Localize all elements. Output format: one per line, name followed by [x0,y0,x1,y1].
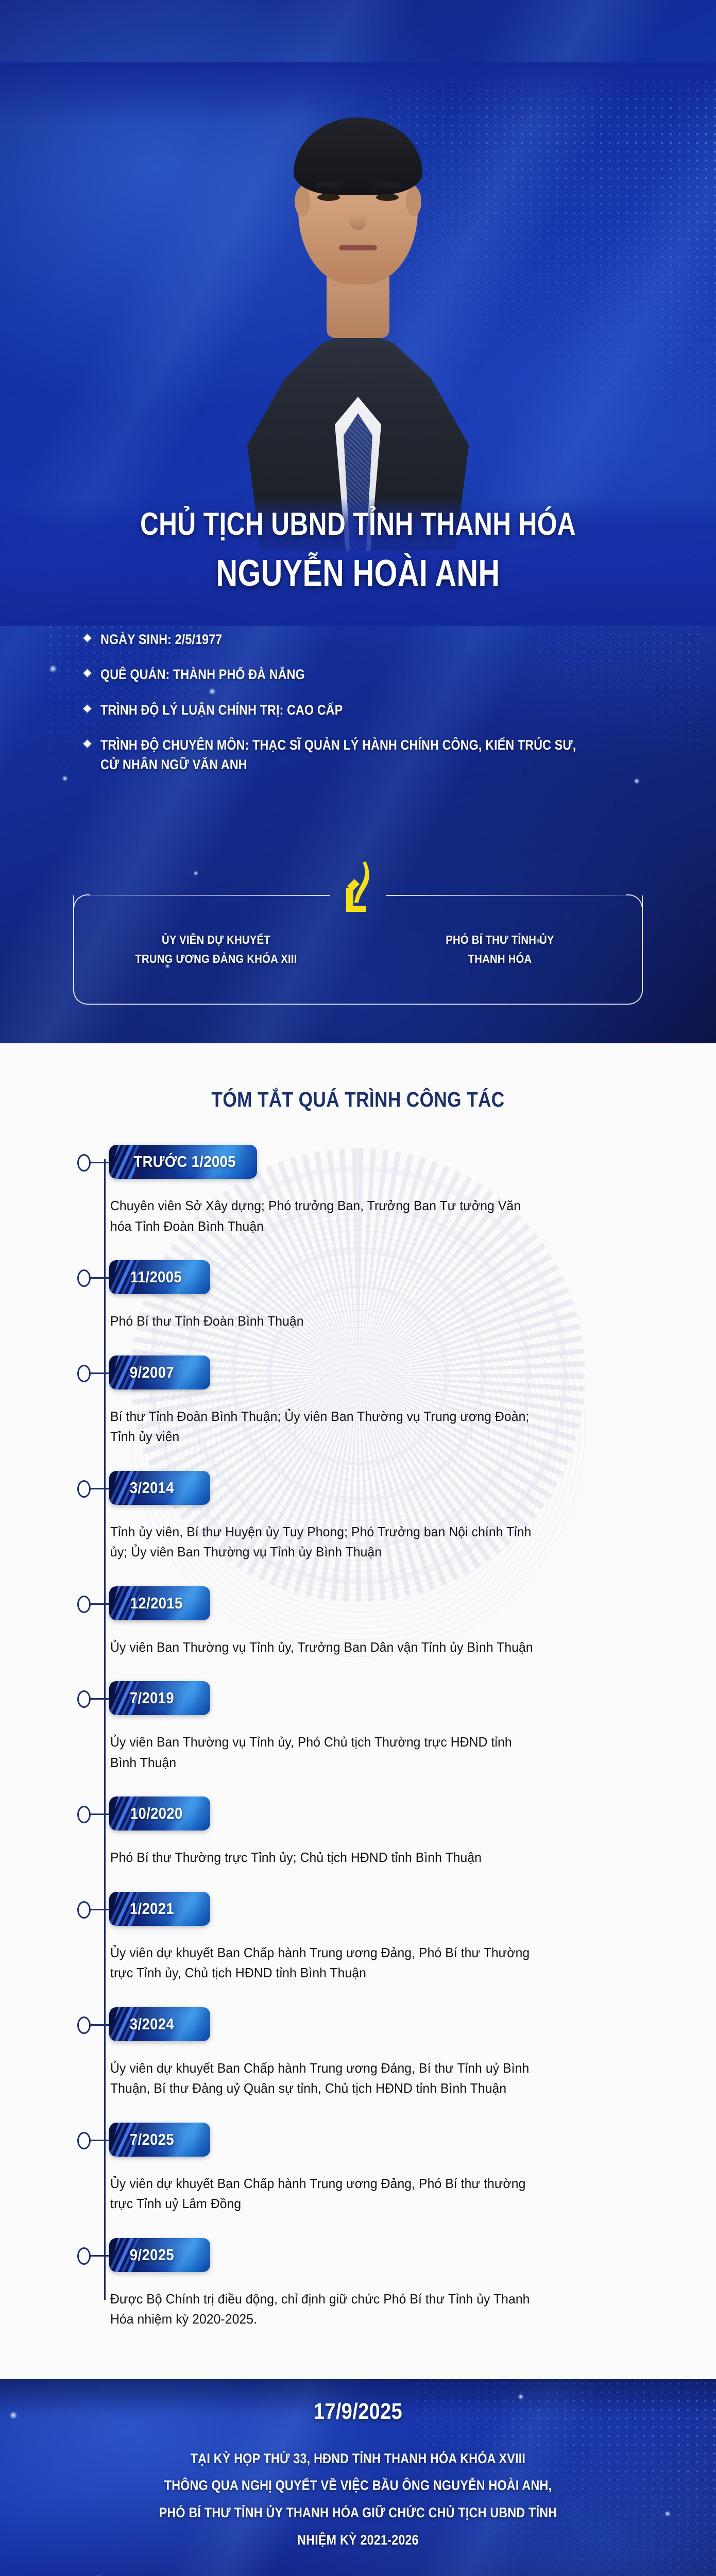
timeline-node-marker [77,2131,91,2149]
timeline-date-badge[interactable]: 7/2019 [109,1681,210,1716]
timeline-item: 1/2021 Ủy viên dự khuyết Ban Chấp hành T… [77,1891,639,1984]
footer-line-3: PHÓ BÍ THƯ TỈNH ỦY THANH HÓA GIỮ CHỨC CH… [159,2505,557,2521]
timeline-description: Tỉnh ủy viên, Bí thư Huyện ủy Tuy Phong;… [110,1523,532,1560]
timeline-item: 7/2019 Ủy viên Ban Thường vụ Tỉnh ủy, Ph… [77,1681,639,1773]
role-card-central-committee: ỦY VIÊN DỰ KHUYẾT TRUNG ƯƠNG ĐẢNG KHÓA X… [91,930,341,969]
timeline-description: Ủy viên Ban Thường vụ Tỉnh ủy, Trưởng Ba… [110,1639,533,1655]
timeline-item: 9/2007 Bí thư Tỉnh Đoàn Bình Thuận; Ủy v… [77,1355,639,1447]
footer-top-gradient [0,2379,716,2415]
timeline-item: 3/2024 Ủy viên dự khuyết Ban Chấp hành T… [77,2007,639,2099]
section-heading: TÓM TẮT QUÁ TRÌNH CÔNG TÁC [211,1088,505,1111]
timeline-item: 9/2025 Được Bộ Chính trị điều động, chỉ … [77,2238,639,2330]
timeline-node-marker [77,1901,91,1919]
timeline-date-badge[interactable]: 9/2007 [109,1355,210,1389]
timeline-date-label: 7/2019 [129,1689,174,1707]
role-line-1: PHÓ BÍ THƯ TỈNH ỦY [446,933,554,946]
divider-line-right [386,895,628,896]
timeline-date-label: 3/2024 [129,2014,174,2033]
timeline-node-marker [77,2247,91,2265]
diamond-bullet-icon [81,632,93,644]
sparkle-dot [49,665,57,673]
party-emblem-container [0,857,716,919]
timeline-description: Chuyên viên Sở Xây dựng; Phó trưởng Ban,… [110,1198,521,1234]
timeline-node-marker [77,1690,91,1708]
timeline-date-label: 9/2025 [129,2245,174,2264]
timeline-description: Được Bộ Chính trị điều động, chỉ định gi… [110,2291,530,2327]
timeline-item: 11/2005 Phó Bí thư Tỉnh Đoàn Bình Thuận [77,1260,639,1332]
timeline-node-marker [77,1595,91,1613]
timeline-node-marker [77,1806,91,1824]
hammer-and-sickle-icon [346,861,369,912]
timeline-date-badge[interactable]: TRƯỚC 1/2005 [109,1145,257,1179]
timeline-description: Ủy viên dự khuyết Ban Chấp hành Trung ươ… [110,1944,530,1981]
timeline-node-marker [77,1480,91,1498]
timeline-list: TRƯỚC 1/2005 Chuyên viên Sở Xây dựng; Ph… [77,1145,639,2330]
footer-line-1: TẠI KỲ HỌP THỨ 33, HĐND TỈNH THANH HÓA K… [190,2450,526,2466]
timeline-date-label: 12/2015 [130,1594,183,1612]
timeline-node-marker [77,1269,91,1287]
timeline-description: Ủy viên dự khuyết Ban Chấp hành Trung ươ… [110,2060,530,2096]
portrait-photo [247,67,469,551]
timeline-date-badge[interactable]: 10/2020 [109,1797,210,1831]
timeline-description: Ủy viên Ban Thường vụ Tỉnh ủy, Phó Chủ t… [110,1734,512,1770]
timeline-date-label: 11/2005 [130,1268,182,1286]
bio-birthdate: NGÀY SINH: 2/5/1977 [100,632,223,647]
timeline-date-badge[interactable]: 12/2015 [109,1586,210,1620]
timeline-description: Phó Bí thư Thường trực Tỉnh ủy; Chủ tịch… [110,1850,482,1866]
bio-political-theory: TRÌNH ĐỘ LÝ LUẬN CHÍNH TRỊ: CAO CẤP [100,702,343,718]
timeline-item: TRƯỚC 1/2005 Chuyên viên Sở Xây dựng; Ph… [77,1145,639,1236]
role-card-deputy-secretary: PHÓ BÍ THƯ TỈNH ỦY THANH HÓA [375,930,625,969]
footer-statement: TẠI KỲ HỌP THỨ 33, HĐND TỈNH THANH HÓA K… [0,2445,716,2554]
timeline-date-label: 1/2021 [129,1899,174,1918]
list-item: NGÀY SINH: 2/5/1977 [81,630,654,649]
timeline-description: Phó Bí thư Tỉnh Đoàn Bình Thuận [110,1313,304,1329]
role-line-2: TRUNG ƯƠNG ĐẢNG KHÓA XIII [135,952,297,965]
timeline-node-marker [77,2016,91,2034]
hero-section: CHỦ TỊCH UBND TỈNH THANH HÓA NGUYỄN HOÀI… [0,0,716,1043]
footer-section: 17/9/2025 TẠI KỲ HỌP THỨ 33, HĐND TỈNH T… [0,2379,716,2576]
timeline-date-label: TRƯỚC 1/2005 [133,1153,236,1171]
role-line-2: THANH HÓA [468,952,532,965]
timeline-date-label: 10/2020 [130,1804,183,1823]
timeline-item: 3/2014 Tỉnh ủy viên, Bí thư Huyện ủy Tuy… [77,1470,639,1563]
bio-qualifications: TRÌNH ĐỘ CHUYÊN MÔN: THẠC SĨ QUẢN LÝ HÀN… [100,737,576,773]
timeline-date-label: 3/2014 [129,1478,174,1497]
timeline-date-label: 7/2025 [129,2130,174,2148]
person-name: NGUYỄN HOÀI ANH [216,553,500,594]
timeline-date-badge[interactable]: 3/2014 [109,1470,210,1505]
timeline-node-marker [77,1154,91,1172]
footer-line-4: NHIỆM KỲ 2021-2026 [297,2532,419,2548]
role-line-1: ỦY VIÊN DỰ KHUYẾT [162,933,270,946]
timeline-date-badge[interactable]: 7/2025 [109,2122,210,2157]
timeline-date-badge[interactable]: 3/2024 [109,2007,210,2041]
timeline-item: 7/2025 Ủy viên dự khuyết Ban Chấp hành T… [77,2122,639,2214]
divider-line-left [88,895,330,896]
timeline-item: 12/2015 Ủy viên Ban Thường vụ Tỉnh ủy, T… [77,1586,639,1658]
bio-bullet-list: NGÀY SINH: 2/5/1977 QUÊ QUÁN: THÀNH PHỐ … [81,630,654,790]
list-item: TRÌNH ĐỘ LÝ LUẬN CHÍNH TRỊ: CAO CẤP [81,700,654,720]
list-item: QUÊ QUÁN: THÀNH PHỐ ĐÀ NẴNG [81,665,654,684]
sparkle-dot [62,775,68,782]
timeline-date-badge[interactable]: 11/2005 [109,1260,210,1295]
timeline-date-label: 9/2007 [129,1363,174,1381]
timeline-description: Ủy viên dự khuyết Ban Chấp hành Trung ươ… [110,2175,526,2212]
page-title: CHỦ TỊCH UBND TỈNH THANH HÓA [140,506,576,542]
timeline-item: 10/2020 Phó Bí thư Thường trực Tỉnh ủy; … [77,1797,639,1868]
roles-box: ỦY VIÊN DỰ KHUYẾT TRUNG ƯƠNG ĐẢNG KHÓA X… [73,894,643,1005]
diamond-bullet-icon [81,668,93,679]
bio-hometown: QUÊ QUÁN: THÀNH PHỐ ĐÀ NẴNG [100,667,305,683]
career-timeline-section: TÓM TẮT QUÁ TRÌNH CÔNG TÁC TRƯỚC 1/2005 … [0,1043,716,2379]
diamond-bullet-icon [81,738,93,750]
timeline-axis-line [104,1159,106,2300]
timeline-date-badge[interactable]: 9/2025 [109,2238,210,2272]
footer-date: 17/9/2025 [313,2398,403,2424]
list-item: TRÌNH ĐỘ CHUYÊN MÔN: THẠC SĨ QUẢN LÝ HÀN… [81,735,654,775]
timeline-description: Bí thư Tỉnh Đoàn Bình Thuận; Ủy viên Ban… [110,1408,530,1445]
diamond-bullet-icon [81,703,93,714]
timeline-date-badge[interactable]: 1/2021 [109,1891,210,1926]
footer-line-2: THÔNG QUA NGHỊ QUYẾT VỀ VIỆC BẦU ÔNG NGU… [164,2478,552,2494]
timeline-node-marker [77,1364,91,1382]
